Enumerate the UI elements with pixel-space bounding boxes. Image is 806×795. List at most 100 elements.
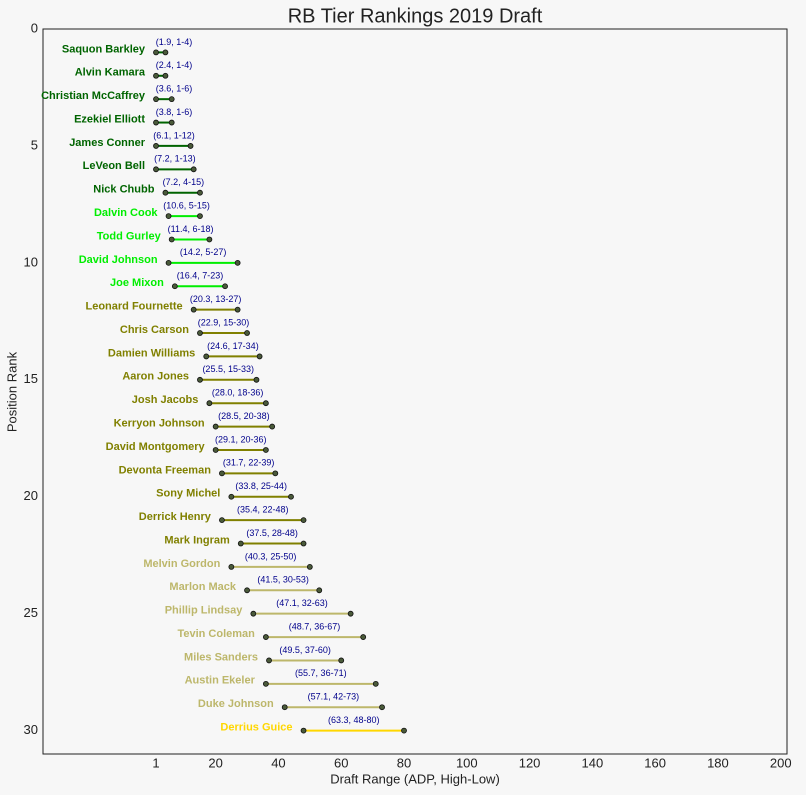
low-dot xyxy=(153,166,159,173)
low-dot xyxy=(171,283,178,290)
high-dot xyxy=(316,587,323,594)
low-dot xyxy=(197,376,203,383)
low-dot xyxy=(219,470,225,477)
player-name: David Montgomery xyxy=(106,441,206,453)
player-name: Sony Michel xyxy=(156,488,220,500)
plot-frame xyxy=(42,28,788,755)
player-name: Todd Gurley xyxy=(97,230,162,242)
player-name: Alvin Kamara xyxy=(75,67,146,79)
player-name: Chris Carson xyxy=(120,324,189,336)
player-name: Miles Sanders xyxy=(184,651,258,663)
low-dot xyxy=(212,423,219,430)
high-dot xyxy=(162,72,169,79)
player-name: LeVeon Bell xyxy=(83,160,145,172)
player-name: James Conner xyxy=(69,137,146,149)
range-label: (31.7, 22-39) xyxy=(223,458,275,468)
low-dot xyxy=(244,587,250,594)
x-tick-label: 120 xyxy=(519,755,541,770)
range-label: (16.4, 7-23) xyxy=(177,271,224,281)
range-label: (3.6, 1-6) xyxy=(156,84,193,94)
high-dot xyxy=(162,49,169,56)
low-dot xyxy=(153,49,159,56)
range-label: (57.1, 42-73) xyxy=(308,692,360,702)
range-label: (2.4, 1-4) xyxy=(156,60,193,70)
range-label: (22.9, 15-30) xyxy=(198,317,250,327)
low-dot xyxy=(162,189,169,196)
high-dot xyxy=(206,236,213,243)
high-dot xyxy=(187,143,194,149)
high-dot xyxy=(300,517,307,524)
y-tick-label: 25 xyxy=(24,605,38,620)
y-tick-label: 5 xyxy=(31,137,38,152)
high-dot xyxy=(338,657,345,664)
low-dot xyxy=(281,704,288,711)
low-dot xyxy=(153,143,159,149)
high-dot xyxy=(347,610,354,617)
low-dot xyxy=(153,119,159,126)
low-dot xyxy=(237,540,244,547)
range-label: (10.6, 5-15) xyxy=(163,200,210,210)
high-dot xyxy=(253,376,260,383)
low-dot xyxy=(228,493,235,500)
high-dot xyxy=(306,564,313,570)
x-tick-label: 200 xyxy=(770,755,792,770)
range-label: (29.1, 20-36) xyxy=(215,434,267,444)
range-label: (7.2, 1-13) xyxy=(154,154,196,164)
range-label: (63.3, 48-80) xyxy=(328,715,380,725)
low-dot xyxy=(197,330,203,336)
high-dot xyxy=(372,680,379,687)
high-dot xyxy=(360,634,367,640)
range-label: (47.1, 32-63) xyxy=(276,598,328,608)
y-tick-label: 0 xyxy=(31,20,38,35)
high-dot xyxy=(379,704,385,711)
range-label: (28.0, 18-36) xyxy=(212,388,264,398)
range-label: (6.1, 1-12) xyxy=(153,130,195,140)
low-dot xyxy=(190,306,197,313)
high-dot xyxy=(244,330,250,336)
x-tick-label: 1 xyxy=(152,755,159,770)
high-dot xyxy=(269,423,276,430)
high-dot xyxy=(234,259,241,266)
high-dot xyxy=(168,96,175,103)
low-dot xyxy=(203,353,210,360)
player-name: Derrick Henry xyxy=(139,511,212,523)
player-name: Austin Ekeler xyxy=(185,675,256,687)
high-dot xyxy=(256,353,263,360)
player-name: Mark Ingram xyxy=(164,534,230,546)
x-tick-label: 100 xyxy=(456,755,478,770)
low-dot xyxy=(262,680,269,687)
range-label: (20.3, 13-27) xyxy=(190,294,242,304)
player-name: Damien Williams xyxy=(108,347,195,359)
high-dot xyxy=(300,540,307,547)
player-name: Josh Jacobs xyxy=(132,394,199,406)
range-label: (14.2, 5-27) xyxy=(180,247,227,257)
range-label: (33.8, 25-44) xyxy=(235,481,287,491)
range-label: (7.2, 4-15) xyxy=(163,177,205,187)
range-label: (37.5, 28-48) xyxy=(246,528,298,538)
player-name: Derrius Guice xyxy=(220,722,292,734)
x-tick-label: 160 xyxy=(644,755,666,770)
x-tick-label: 60 xyxy=(334,755,348,770)
range-label: (28.5, 20-38) xyxy=(218,411,270,421)
high-dot xyxy=(234,306,241,313)
high-dot xyxy=(262,447,269,453)
high-dot xyxy=(168,119,175,126)
low-dot xyxy=(300,727,307,734)
low-dot xyxy=(262,634,269,640)
player-name: Leonard Fournette xyxy=(86,301,183,313)
player-name: Melvin Gordon xyxy=(143,558,220,570)
x-tick-label: 180 xyxy=(707,755,729,770)
y-tick-label: 30 xyxy=(24,722,38,737)
range-label: (40.3, 25-50) xyxy=(245,551,297,561)
player-name: Duke Johnson xyxy=(198,698,274,710)
high-dot xyxy=(288,493,294,500)
low-dot xyxy=(219,517,225,524)
range-label: (49.5, 37-60) xyxy=(279,645,331,655)
low-dot xyxy=(212,447,219,453)
player-name: Ezekiel Elliott xyxy=(74,113,145,125)
y-tick-label: 10 xyxy=(24,254,38,269)
range-label: (41.5, 30-53) xyxy=(257,575,309,585)
player-name: Aaron Jones xyxy=(122,371,189,383)
range-label: (3.8, 1-6) xyxy=(156,107,193,117)
